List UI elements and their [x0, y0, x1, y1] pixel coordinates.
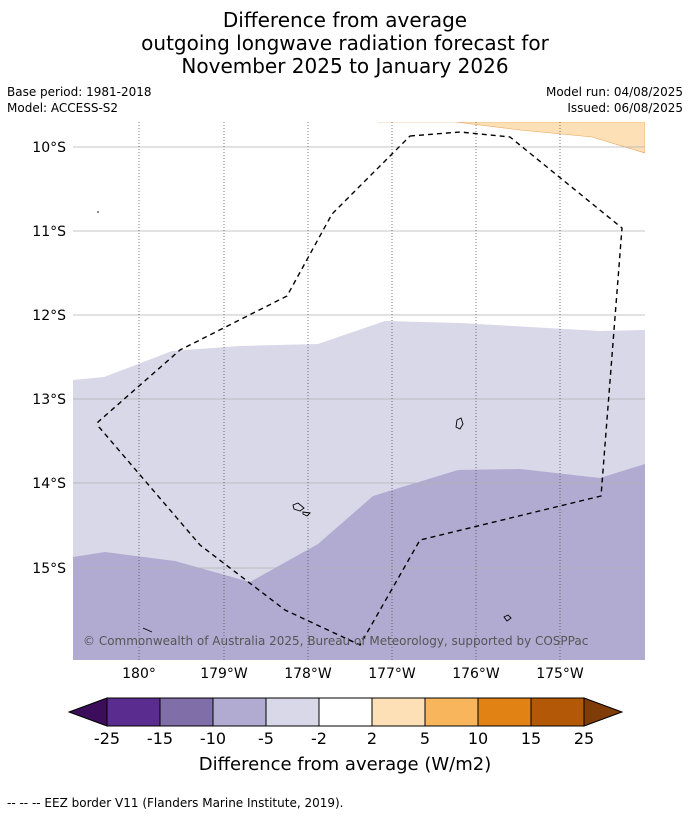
colorbar-tick-label: -2	[311, 729, 327, 748]
lon-label-175w: 175°W	[536, 666, 584, 682]
model-run-text: Model run: 04/08/2025	[545, 85, 683, 99]
island-wallis	[455, 417, 464, 430]
island-southwest	[142, 627, 153, 633]
model-text: Model: ACCESS-S2	[7, 101, 119, 115]
colorbar-segment	[265, 697, 320, 727]
latitude-gridlines	[73, 146, 645, 569]
colorbar-segment	[371, 697, 426, 727]
lat-label-14s: 14°S	[32, 476, 66, 492]
lat-label-11s: 11°S	[32, 224, 66, 240]
island-south	[503, 614, 512, 622]
colorbar-tick-label: 10	[468, 729, 488, 748]
region-light-orange	[378, 122, 645, 154]
island-northwest	[97, 211, 99, 213]
lat-label-10s: 10°S	[32, 140, 66, 156]
longitude-labels: 180° 179°W 178°W 177°W 176°W 175°W	[122, 666, 584, 682]
colorbar-tick-label: -15	[147, 729, 173, 748]
lon-label-177w: 177°W	[368, 666, 416, 682]
title-line-2: outgoing longwave radiation forecast for	[141, 31, 549, 55]
colorbar-tick-label: -5	[258, 729, 274, 748]
colorbar-tick-label: -25	[94, 729, 120, 748]
map-area: © Commonwealth of Australia 2025, Bureau…	[73, 122, 645, 660]
island-alofi	[302, 511, 311, 517]
region-medium-purple	[73, 464, 645, 660]
title-line-3: November 2025 to January 2026	[181, 54, 509, 78]
issued-text: Issued: 06/08/2025	[567, 101, 683, 115]
meta-right: Model run: 04/08/2025 Issued: 06/08/2025	[546, 84, 683, 116]
copyright-text: © Commonwealth of Australia 2025, Bureau…	[83, 634, 588, 648]
lat-label-13s: 13°S	[32, 392, 66, 408]
latitude-labels: 10°S 11°S 12°S 13°S 14°S 15°S	[32, 140, 66, 577]
meta-left: Base period: 1981-2018 Model: ACCESS-S2	[7, 84, 152, 116]
colorbar-tick-label: -10	[200, 729, 226, 748]
lon-label-176w: 176°W	[452, 666, 500, 682]
colorbar-tick-labels: -25 -15 -10 -5 -2 2 5 10 15 25	[94, 729, 594, 748]
colorbar-segment	[159, 697, 214, 727]
colorbar-tick-label: 15	[521, 729, 541, 748]
title-line-1: Difference from average	[222, 8, 468, 32]
base-period-text: Base period: 1981-2018	[7, 85, 152, 99]
lat-label-15s: 15°S	[32, 561, 66, 577]
colorbar-label: Difference from average (W/m2)	[199, 754, 491, 775]
colorbar-tick-label: 25	[574, 729, 594, 748]
colorbar-segment	[212, 697, 267, 727]
colorbar: -25 -15 -10 -5 -2 2 5 10 15 25 Difference from av…	[67, 697, 624, 775]
colorbar-segment	[477, 697, 532, 727]
colorbar-arrow-min	[67, 697, 108, 727]
colorbar-tick-label: 5	[420, 729, 430, 748]
colorbar-tick-label: 2	[367, 729, 377, 748]
colorbar-segment	[530, 697, 585, 727]
colorbar-segment	[318, 697, 373, 727]
lat-label-12s: 12°S	[32, 308, 66, 324]
colorbar-arrow-max	[583, 697, 624, 727]
island-futuna	[292, 502, 305, 512]
eez-border	[97, 131, 623, 646]
footer-legend: -- -- -- EEZ border V11 (Flanders Marine…	[7, 796, 344, 810]
lon-label-178w: 178°W	[284, 666, 332, 682]
colorbar-segments	[67, 697, 624, 727]
lon-label-179w: 179°W	[200, 666, 248, 682]
colorbar-segment	[424, 697, 479, 727]
colorbar-segment	[106, 697, 161, 727]
lon-label-180: 180°	[122, 666, 156, 682]
